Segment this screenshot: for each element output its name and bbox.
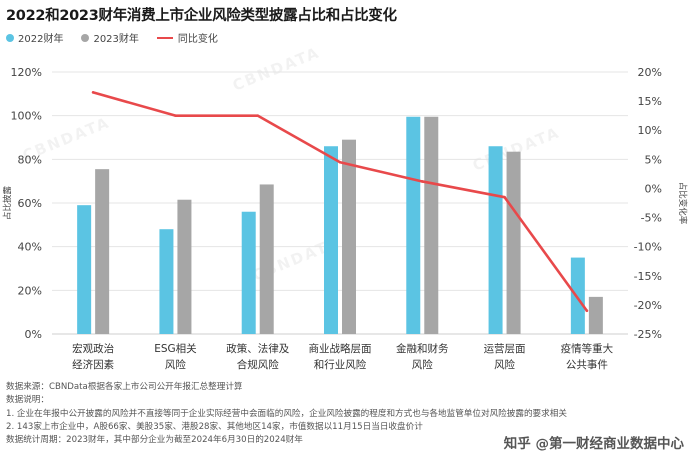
y2-axis-tick-label: 10% — [638, 124, 662, 137]
bar-2022 — [159, 229, 174, 334]
footer-note-heading: 数据说明： — [6, 395, 49, 406]
x-axis-category-label: 风险 — [494, 358, 515, 371]
x-axis-category-label: ESG相关 — [154, 342, 197, 355]
footer-source: 数据来源：CBNData根据各家上市公司公开年报汇总整理计算 — [6, 382, 243, 392]
legend-swatch-yoy — [156, 36, 173, 39]
yoy-change-point — [420, 180, 424, 183]
legend-swatch-2022 — [6, 33, 14, 42]
chart-plot: 0% 20% 40% 60% 80% 100% 120% -25% -20% -15% -10% -5… — [2, 66, 688, 371]
y2-axis-tick-label: -10% — [634, 241, 662, 254]
y2-axis-tick-label: 20% — [638, 66, 662, 79]
y-axis-tick-label: 60% — [18, 197, 42, 210]
legend-label-yoy: 同比变化 — [177, 34, 218, 45]
y-axis-tick-label: 0% — [25, 328, 42, 341]
bar-2022 — [570, 257, 585, 334]
y2-axis-tick-label: -15% — [634, 270, 662, 283]
y-axis-tick-label: 80% — [18, 153, 42, 166]
x-axis-category-label: 风险 — [412, 358, 433, 371]
bar-2023 — [588, 296, 603, 334]
x-axis-category-label: 金融和财务 — [396, 342, 449, 355]
legend-item-2023: 2023财年 — [81, 30, 139, 45]
y2-axis-tick-label: -5% — [641, 212, 662, 225]
zhihu-watermark: 知乎 @第一财经商业数据中心 — [503, 436, 684, 452]
legend-label-2022: 2022财年 — [18, 34, 64, 45]
x-axis-category-label: 合规风险 — [237, 358, 279, 371]
y2-axis-tick-label: 5% — [645, 153, 662, 166]
bar-2023 — [177, 199, 192, 334]
bar-2022 — [406, 116, 421, 334]
bar-2023 — [506, 151, 521, 334]
y-axis-tick-label: 20% — [18, 284, 42, 297]
x-axis-category-label: 宏观政治 — [72, 342, 114, 355]
x-axis-category-label: 政策、法律及 — [226, 342, 289, 355]
legend-swatch-2023 — [81, 33, 90, 42]
bar-2023 — [424, 116, 439, 334]
footer-note-2: 2. 143家上市企业中，A股66家、美股35家、港股28家、其他地区14家，市… — [6, 421, 423, 432]
y-axis-tick-label: 40% — [18, 241, 42, 254]
yoy-change-point — [256, 114, 260, 117]
yoy-change-point — [91, 91, 95, 94]
bar-2022 — [324, 146, 338, 334]
y-axis-tick-label: 120% — [11, 66, 42, 79]
y2-axis-tick-label: 15% — [638, 95, 662, 108]
bar-2023 — [259, 184, 274, 334]
bar-2022 — [77, 205, 92, 334]
y2-axis-tick-label: -20% — [634, 299, 662, 312]
chart-title: 2022和2023财年消费上市企业风险类型披露占比和占比变化 — [6, 8, 397, 24]
legend-item-yoy: 同比变化 — [156, 30, 218, 45]
y2-axis-title: 占比变化率 — [677, 182, 688, 225]
yoy-change-point — [585, 309, 589, 313]
x-axis-category-label: 和行业风险 — [314, 358, 367, 371]
legend-item-2022: 2022财年 — [6, 30, 63, 45]
y-axis-tick-label: 100% — [11, 110, 42, 123]
bar-2022 — [488, 146, 503, 334]
footer-note-1: 1. 企业在年报中公开披露的风险并不直接等同于企业实际经营中会面临的风险，企业风… — [6, 408, 567, 419]
footer-notes: 数据来源：CBNData根据各家上市公司公开年报汇总整理计算 数据说明： 1. … — [6, 381, 567, 447]
bar-2023 — [95, 169, 110, 334]
yoy-change-point — [503, 195, 506, 199]
y2-axis-tick-label: -25% — [634, 328, 662, 341]
y2-axis-tick-label: 0% — [645, 182, 662, 195]
yoy-change-point — [174, 114, 177, 117]
x-axis-category-label: 风险 — [165, 358, 186, 371]
footer-period: 数据统计周期：2023财年，其中部分企业为截至2024年6月30日的2024财年 — [6, 435, 303, 446]
legend-label-2023: 2023财年 — [93, 34, 139, 45]
x-axis-category-label: 运营层面 — [484, 342, 526, 355]
x-axis-category-label: 公共事件 — [566, 358, 608, 371]
x-axis-category-label: 商业战略层面 — [309, 342, 372, 355]
bar-2022 — [241, 211, 256, 334]
y-axis-title: 占比披露 — [2, 186, 13, 221]
legend: 2022财年 2023财年 同比变化 — [6, 30, 236, 45]
x-axis-category-label: 经济因素 — [72, 358, 114, 371]
yoy-change-point — [338, 160, 342, 164]
bar-2023 — [342, 139, 356, 334]
x-axis-category-label: 疫情等重大 — [561, 342, 614, 355]
